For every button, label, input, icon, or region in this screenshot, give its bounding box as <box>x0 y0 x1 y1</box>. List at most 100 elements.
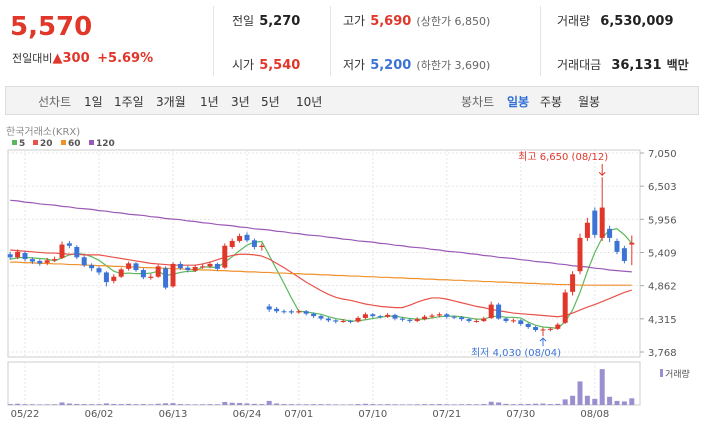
stat-label: 전일 <box>232 14 255 28</box>
volume-bar <box>540 403 546 405</box>
volume-frame <box>7 361 641 406</box>
volume-bar <box>74 403 80 405</box>
volume-bar <box>251 403 257 405</box>
candle-body <box>451 316 457 318</box>
candle-body <box>29 259 35 262</box>
candle-body <box>81 257 87 266</box>
volume-bar <box>59 402 65 405</box>
volume-bar <box>52 404 58 405</box>
candle-body <box>89 265 95 269</box>
volume-label: 거래량 <box>665 368 690 380</box>
range-tab[interactable]: 1일 <box>84 95 103 109</box>
stat-note: (상한가 6,850) <box>416 15 491 28</box>
volume-bar <box>89 404 95 405</box>
stat-label: 거래대금 <box>557 58 602 72</box>
candle-body <box>510 320 516 322</box>
volume-bar <box>111 403 117 405</box>
ma-line <box>10 228 633 329</box>
candle-body <box>340 320 346 322</box>
volume-bar <box>281 404 287 405</box>
range-tab[interactable]: 3개월 <box>156 95 186 109</box>
candle-body <box>126 263 132 269</box>
candle-body <box>621 248 627 261</box>
range-tab[interactable]: 5년 <box>261 95 280 109</box>
candle-body <box>311 313 317 317</box>
range-tab[interactable]: 1년 <box>200 95 219 109</box>
candle-body <box>599 207 605 238</box>
candle-body <box>66 243 72 246</box>
volume-bar <box>229 402 235 405</box>
candle-body <box>584 222 590 238</box>
legend-swatch <box>89 140 94 145</box>
candle-body <box>473 320 479 322</box>
volume-bar <box>607 396 613 405</box>
candle-tab[interactable]: 주봉 <box>540 95 563 109</box>
candle-body <box>577 237 583 272</box>
candle-body <box>296 311 302 313</box>
range-tab[interactable]: 1주일 <box>114 95 144 109</box>
candle-body <box>399 318 405 320</box>
candle-body <box>44 260 50 263</box>
candle-body <box>444 314 450 317</box>
candle-body <box>466 319 472 321</box>
candle-body <box>348 320 354 322</box>
candle-body <box>414 319 420 321</box>
candle-body <box>177 263 183 269</box>
candle-body <box>570 274 576 292</box>
candle-body <box>459 317 465 320</box>
candle-body <box>436 314 442 316</box>
volume-bar <box>37 404 43 405</box>
volume-bar <box>570 395 576 405</box>
candle-body <box>185 267 191 271</box>
volume-bar <box>629 398 635 405</box>
candle-body <box>111 276 117 281</box>
range-tab[interactable]: 3년 <box>231 95 250 109</box>
volume-bar <box>340 404 346 405</box>
candle-body <box>377 316 383 318</box>
volume-bar <box>325 404 331 405</box>
candle-body <box>318 316 324 319</box>
volume-bar <box>414 404 420 405</box>
candle-body <box>407 319 413 321</box>
source: 한국거래소(KRX) <box>6 126 80 138</box>
stat-value: 5,540 <box>259 58 301 73</box>
volume-bar <box>237 402 243 405</box>
candle-body <box>422 316 428 320</box>
volume-bar <box>466 404 472 405</box>
change-label: 전일대비 <box>12 52 53 65</box>
volume-bar <box>185 404 191 405</box>
candle-body <box>192 266 198 271</box>
candle-tab[interactable]: 월봉 <box>578 95 601 109</box>
candle-body <box>525 323 531 328</box>
candle-body <box>325 318 331 321</box>
stat: 거래량 6,530,009 <box>557 10 674 29</box>
stat-value: 5,270 <box>259 14 301 29</box>
candle-body <box>533 327 539 331</box>
plot-frame <box>7 149 641 358</box>
x-tick-label: 07/21 <box>432 409 461 420</box>
volume-bar <box>318 404 324 405</box>
volume-bar <box>473 404 479 405</box>
volume-bar <box>303 404 309 405</box>
stat-value: 36,131 <box>611 58 662 73</box>
stat-label: 거래량 <box>557 14 591 28</box>
volume-bar <box>621 401 627 405</box>
y-tick-label: 5,409 <box>648 249 677 260</box>
volume-bar <box>429 404 435 405</box>
volume-bar <box>385 404 391 405</box>
candle-body <box>614 240 620 252</box>
volume-bar <box>103 403 109 405</box>
candle-body <box>7 254 13 258</box>
range-tab[interactable]: 10년 <box>296 95 323 109</box>
candle-body <box>118 269 124 277</box>
candle-body <box>555 324 561 329</box>
candle-body <box>503 318 509 321</box>
candle-body <box>281 311 287 313</box>
candle-body <box>607 228 613 238</box>
candle-body <box>385 314 391 317</box>
candle-tab[interactable]: 일봉 <box>507 95 530 109</box>
volume-bar <box>140 404 146 405</box>
group-label: 선차트 <box>38 95 72 109</box>
candle-body <box>155 266 161 277</box>
